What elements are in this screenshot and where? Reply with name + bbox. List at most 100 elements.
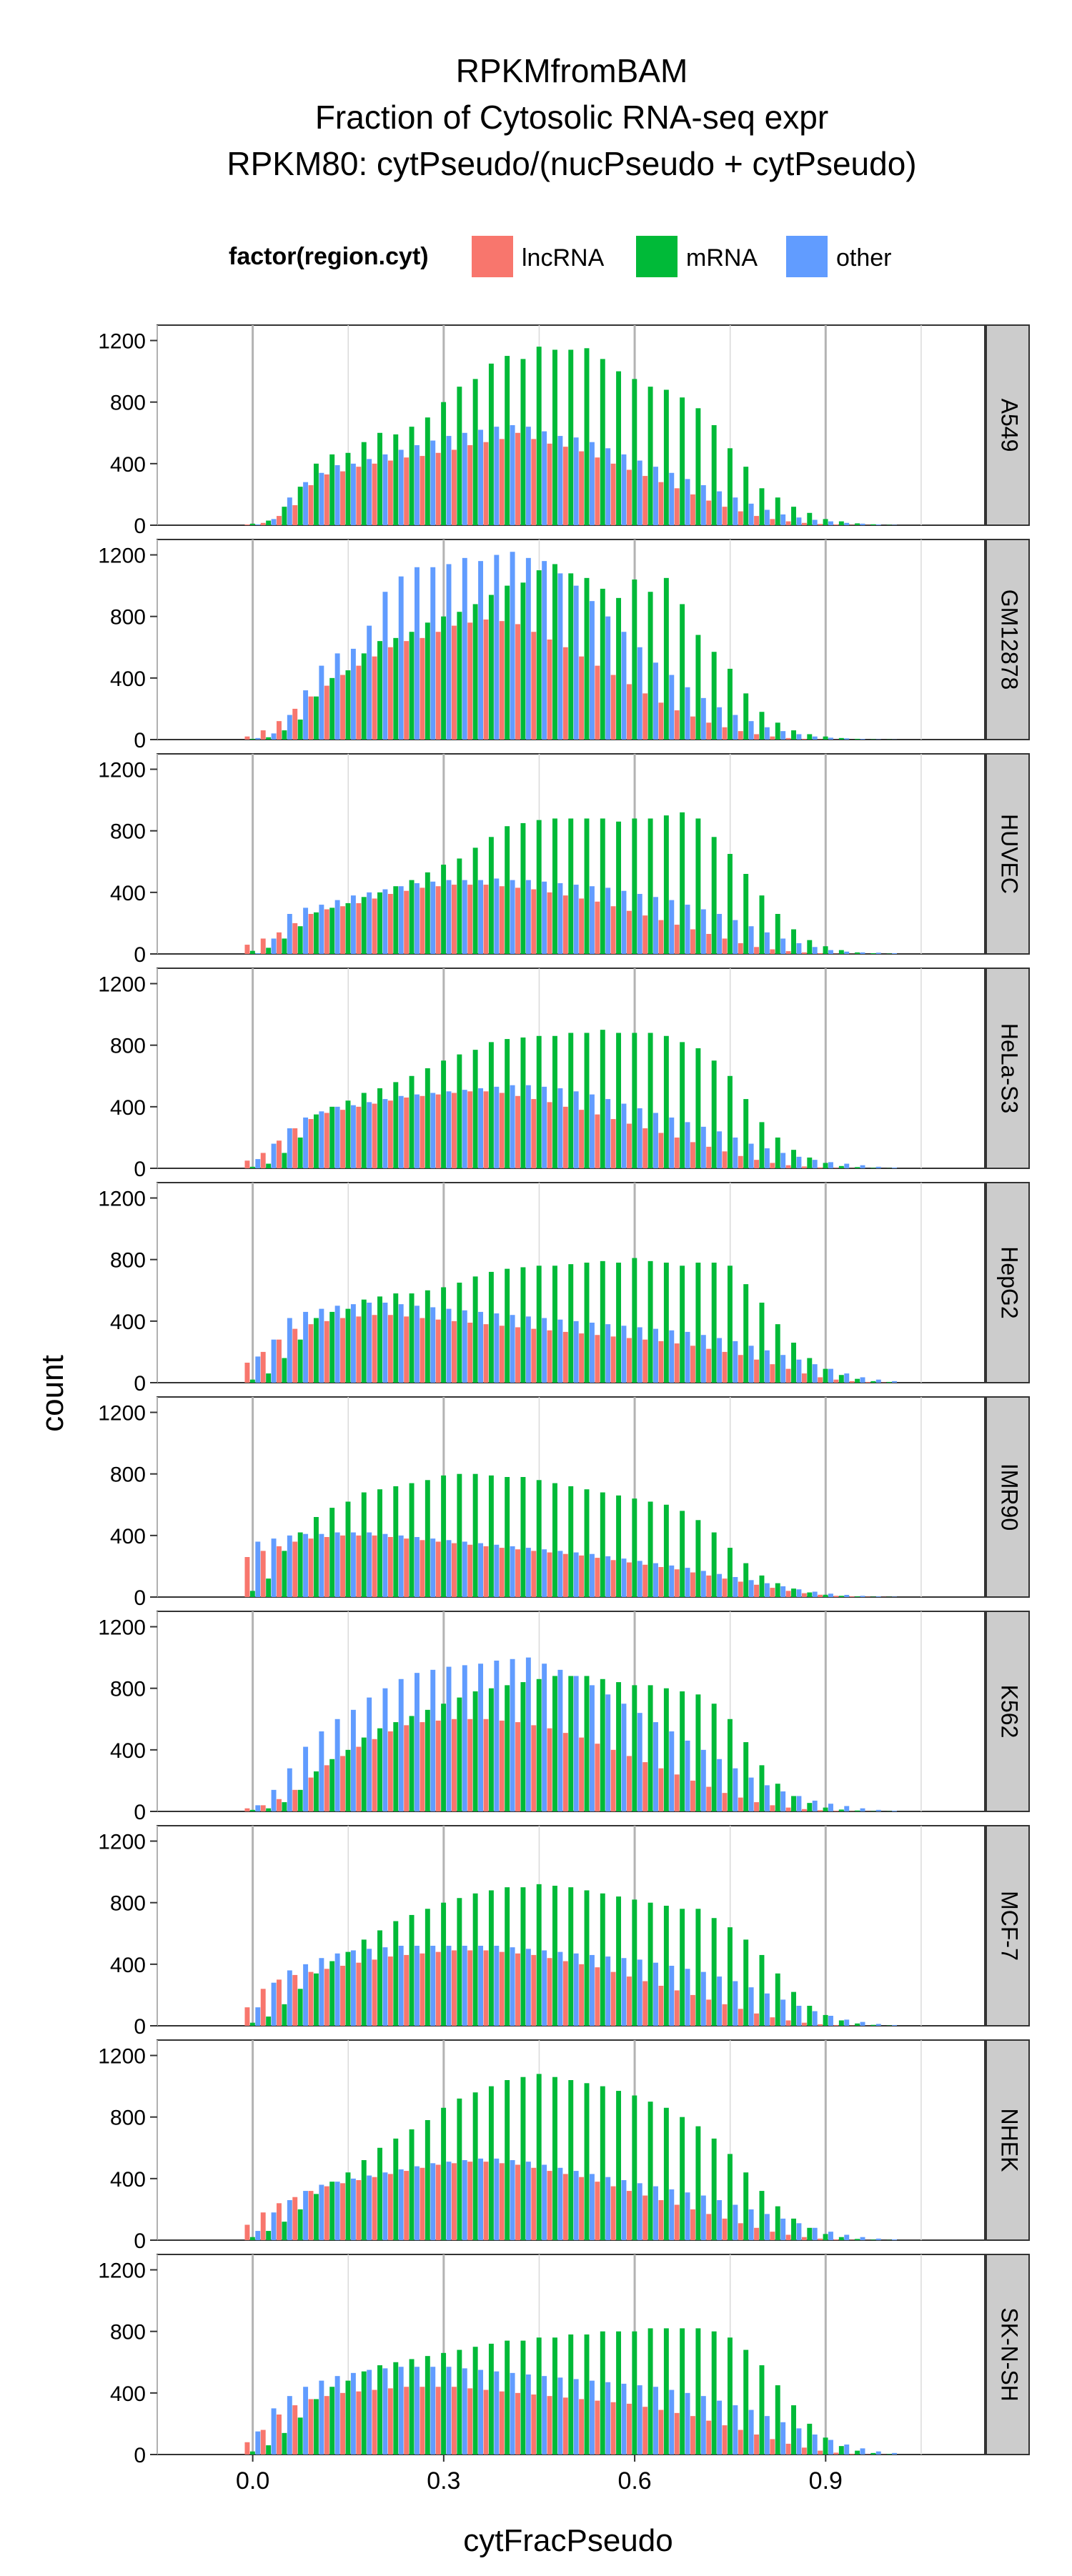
bar-lncrna (452, 626, 457, 740)
bar-lncrna (340, 2393, 345, 2455)
bar-other (765, 2416, 770, 2455)
bar-lncrna (611, 1972, 616, 2026)
bar-other (685, 905, 690, 954)
bar-other (303, 1747, 308, 1811)
bar-lncrna (786, 738, 791, 740)
bar-mrna (712, 2332, 717, 2455)
bar-other (876, 953, 881, 954)
bar-mrna (823, 737, 828, 740)
bar-other (462, 1311, 467, 1383)
bar-other (447, 436, 452, 525)
bar-other (892, 2453, 897, 2455)
bar-lncrna (690, 1346, 695, 1383)
bar-lncrna (611, 2187, 616, 2240)
bar-other (685, 479, 690, 525)
bar-other (637, 1959, 642, 2026)
bar-other (335, 1306, 340, 1383)
bar-mrna (329, 1312, 334, 1383)
bar-other (557, 1670, 562, 1811)
bar-other (542, 1087, 547, 1168)
bar-lncrna (818, 953, 823, 954)
bar-mrna (823, 519, 828, 525)
bar-mrna (393, 1293, 398, 1383)
bar-mrna (346, 1501, 351, 1597)
bar-mrna (552, 1886, 557, 2026)
bar-mrna (410, 1293, 415, 1383)
bar-mrna (329, 454, 334, 525)
bar-mrna (823, 1369, 828, 1383)
bar-other (685, 2192, 690, 2240)
bar-lncrna (723, 1151, 728, 1168)
bar-other (430, 2367, 435, 2455)
bar-lncrna (372, 464, 377, 525)
bar-other (494, 1545, 499, 1597)
bar-other (510, 1947, 515, 2026)
bar-other (605, 1694, 610, 1811)
bar-other (272, 1983, 277, 2026)
facet-label: IMR90 (997, 1463, 1023, 1531)
bar-lncrna (340, 906, 345, 954)
bar-other (780, 2219, 785, 2240)
facet-label: HepG2 (997, 1246, 1023, 1318)
bar-lncrna (261, 730, 266, 740)
bar-other (415, 1095, 420, 1168)
bar-lncrna (356, 1316, 361, 1383)
bar-other (765, 1785, 770, 1811)
bar-lncrna (754, 1160, 759, 1168)
bar-mrna (855, 1379, 860, 1383)
bar-mrna (314, 1115, 319, 1168)
bar-lncrna (786, 1808, 791, 1811)
bar-mrna (855, 2239, 860, 2240)
bar-other (478, 2159, 483, 2240)
bar-other (399, 2169, 404, 2240)
bar-lncrna (324, 686, 329, 740)
bar-other (717, 492, 722, 525)
bar-other (382, 454, 387, 525)
bar-mrna (616, 1033, 621, 1168)
bar-mrna (823, 2437, 828, 2455)
bar-lncrna (754, 2228, 759, 2240)
bar-mrna (266, 1578, 271, 1597)
bar-other (382, 1534, 387, 1597)
bar-lncrna (277, 2415, 282, 2455)
bar-other (796, 943, 801, 954)
bar-mrna (664, 1689, 669, 1811)
bar-lncrna (754, 734, 759, 740)
bar-mrna (346, 1100, 351, 1168)
bar-other (844, 1373, 849, 1383)
bar-mrna (870, 2025, 875, 2026)
bar-mrna (250, 951, 255, 954)
bar-mrna (695, 818, 700, 954)
bar-lncrna (500, 1548, 505, 1597)
bar-other (685, 1568, 690, 1597)
bar-mrna (568, 818, 573, 954)
bar-lncrna (658, 1341, 663, 1383)
bar-lncrna (277, 1140, 282, 1168)
bar-lncrna (770, 2439, 775, 2455)
bar-other (557, 1088, 562, 1168)
bar-mrna (393, 2139, 398, 2240)
bar-lncrna (500, 2163, 505, 2240)
bar-other (303, 2387, 308, 2455)
bar-other (701, 2196, 706, 2240)
bar-lncrna (452, 1950, 457, 2026)
bar-lncrna (531, 439, 536, 525)
bar-mrna (250, 1810, 255, 1811)
bar-other (447, 1667, 452, 1811)
bar-other (319, 1309, 324, 1383)
bar-lncrna (802, 1373, 807, 1383)
bar-mrna (537, 1480, 542, 1597)
bar-lncrna (738, 1798, 743, 1811)
bar-other (669, 1966, 674, 2026)
bar-other (351, 2373, 356, 2455)
bar-other (287, 1128, 292, 1168)
bar-mrna (870, 953, 875, 954)
bar-lncrna (595, 457, 600, 525)
bar-other (828, 2440, 833, 2455)
bar-other (637, 894, 642, 954)
bar-mrna (648, 592, 653, 740)
y-tick-label: 0 (134, 2444, 146, 2467)
bar-lncrna (420, 2168, 425, 2240)
